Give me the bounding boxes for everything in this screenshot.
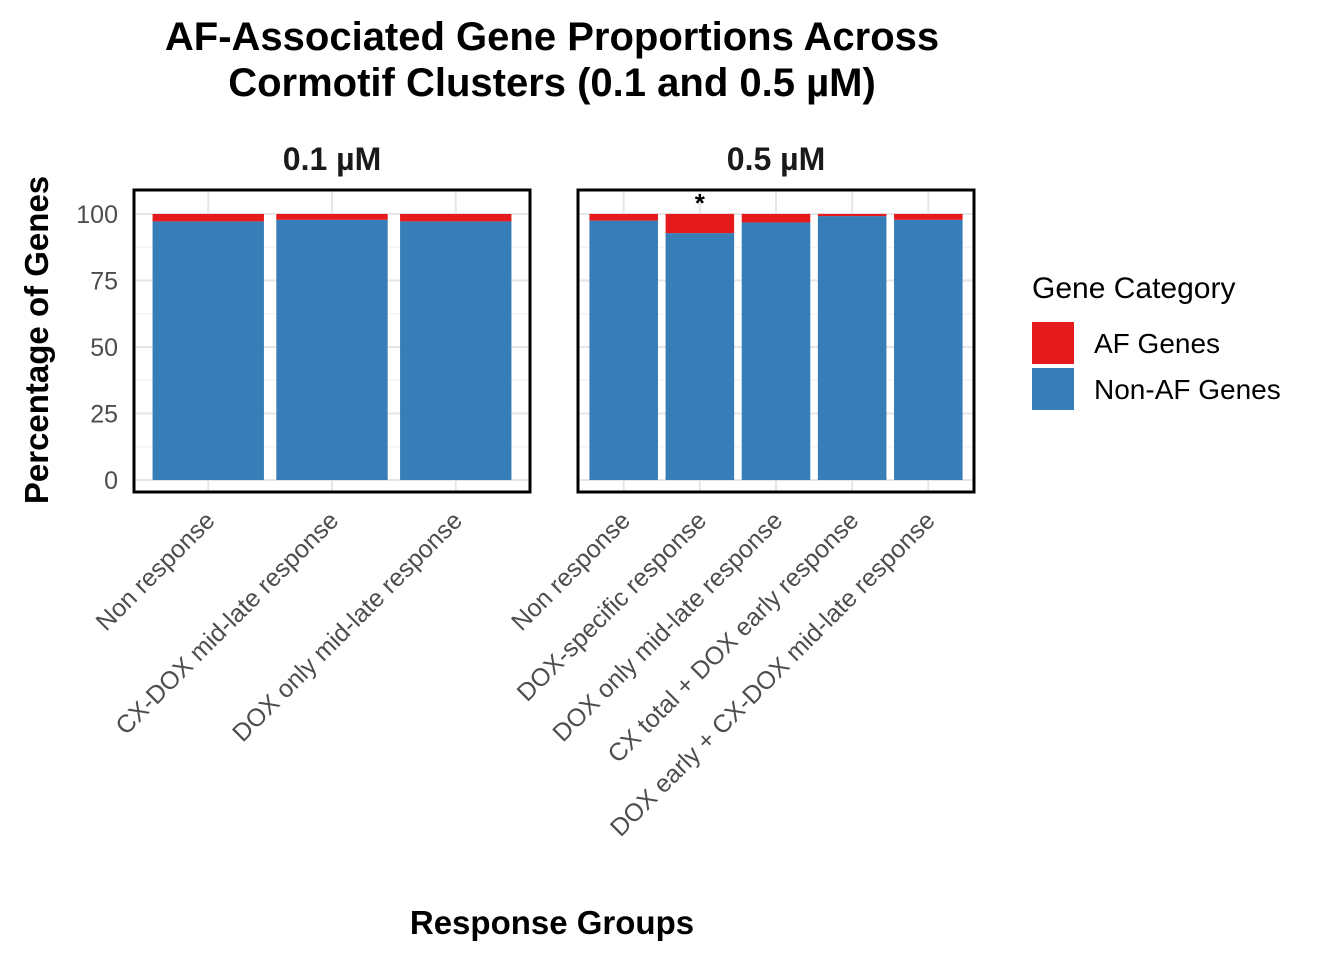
bar-non-af-2-5 <box>894 219 963 481</box>
x-tick-label: Non response <box>91 506 221 636</box>
y-axis: 0 25 50 75 100 <box>76 201 118 495</box>
panel-border <box>132 188 532 494</box>
bar-non-af-2-3 <box>741 222 811 481</box>
bar-non-af-1-1 <box>152 221 264 481</box>
bar-af-2-3 <box>741 213 811 223</box>
chart-title-line-2: Cormotif Clusters (0.1 and 0.5 µM) <box>228 61 876 105</box>
y-tick-label: 100 <box>76 201 118 229</box>
panel-border <box>576 188 976 494</box>
x-tick-label: CX-DOX mid-late response <box>110 506 344 740</box>
legend-swatch <box>1032 368 1074 410</box>
y-tick-label: 25 <box>90 401 118 429</box>
legend-swatch <box>1032 322 1074 364</box>
x-axis-title: Response Groups <box>410 904 694 941</box>
y-tick-label: 0 <box>104 467 118 495</box>
facet-strip-label: 0.1 µM <box>283 141 381 177</box>
bar-non-af-2-4 <box>817 216 887 481</box>
legend-title: Gene Category <box>1032 272 1235 305</box>
chart-title-line-1: AF-Associated Gene Proportions Across <box>165 15 939 59</box>
y-tick-label: 75 <box>90 267 118 295</box>
bar-non-af-2-1 <box>589 220 658 481</box>
significance-annotation: * <box>695 188 706 218</box>
y-tick-label: 50 <box>90 334 118 362</box>
x-tick-label: DOX only mid-late response <box>227 506 468 747</box>
bar-non-af-1-2 <box>276 219 388 481</box>
legend-label: AF Genes <box>1094 328 1220 359</box>
bar-af-2-2 <box>665 213 735 234</box>
bar-non-af-2-2 <box>665 233 735 481</box>
bar-af-1-2 <box>276 213 388 220</box>
legend-label: Non-AF Genes <box>1094 374 1281 405</box>
legend: Gene Category AF Genes Non-AF Genes <box>1032 272 1281 410</box>
bar-af-2-5 <box>894 213 963 220</box>
bar-af-1-3 <box>400 213 512 222</box>
bar-af-2-1 <box>589 213 658 221</box>
y-axis-title: Percentage of Genes <box>18 176 55 504</box>
bar-af-1-1 <box>152 213 264 222</box>
facet-strip-label: 0.5 µM <box>727 141 825 177</box>
bar-af-2-4 <box>817 213 887 217</box>
bar-non-af-1-3 <box>400 221 512 481</box>
